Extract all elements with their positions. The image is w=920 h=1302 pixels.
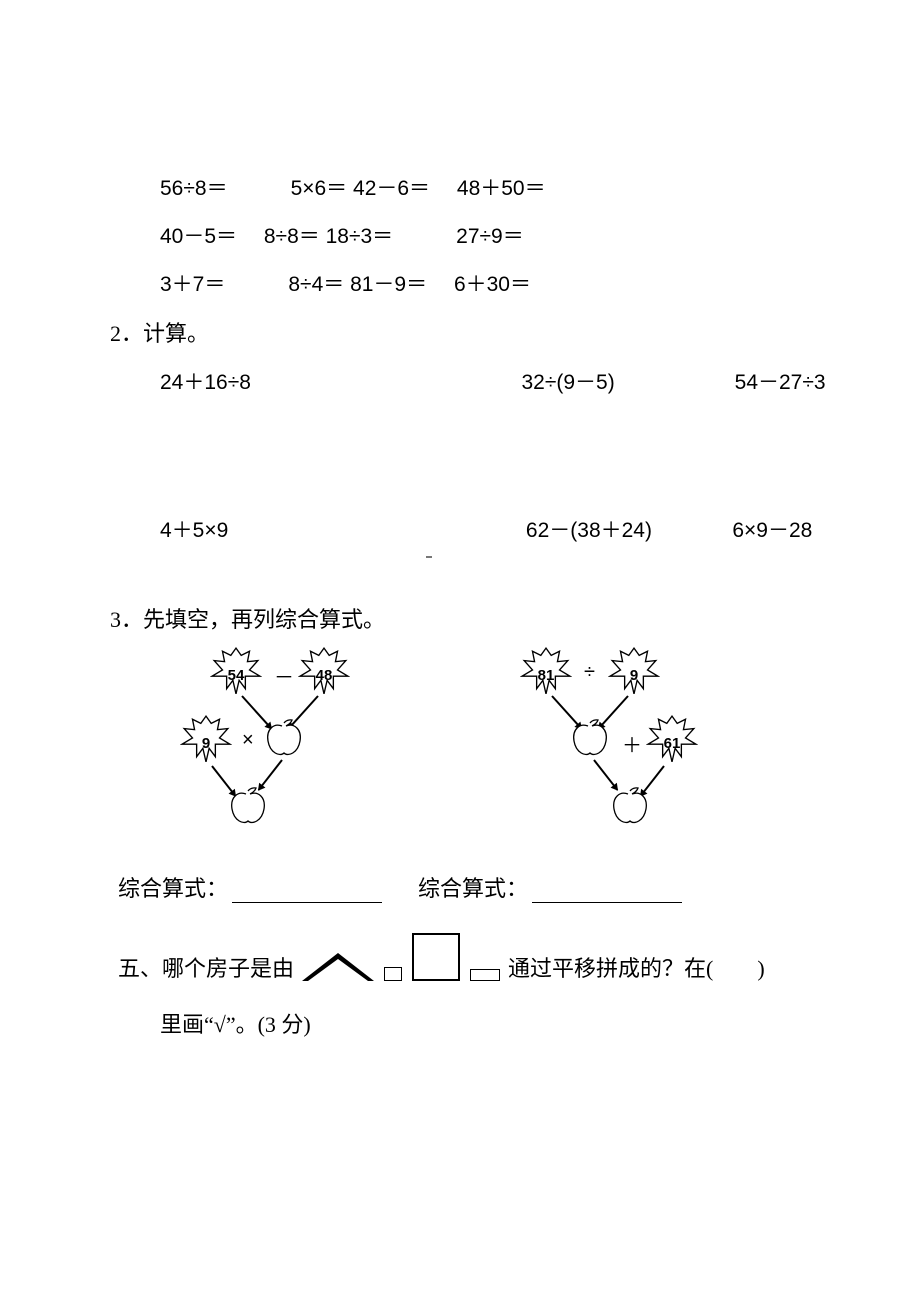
blank-line[interactable] — [232, 884, 382, 903]
op-plus: ＋ — [622, 729, 642, 758]
arithmetic-row-2: 40－5＝ 8÷8＝ 18÷3＝ 27÷9＝ — [0, 213, 920, 261]
section5-line2: 里画“√”。(3 分) — [0, 1007, 920, 1039]
leaf-icon: 9 — [608, 645, 660, 697]
formula-label: 综合算式： — [418, 871, 528, 903]
leaf-icon: 9 — [180, 713, 232, 765]
apple-icon — [570, 717, 610, 757]
expr-2a: 4＋5×9 — [160, 507, 526, 555]
triangle-icon — [302, 953, 374, 981]
expr-2c: 6×9－28 — [732, 507, 920, 555]
leaf-icon: 81 — [520, 645, 572, 697]
formula-label: 综合算式： — [118, 871, 228, 903]
leaf-icon: 61 — [646, 713, 698, 765]
leaf-value: 9 — [180, 713, 232, 769]
diagram-right: 81 ÷ 9 ＋ 61 — [510, 645, 740, 855]
expr-row-1: 24＋16÷8 32÷(9－5) 54－27÷3 — [0, 359, 920, 407]
heading-q2: 2．计算。 — [0, 309, 920, 359]
heading-q3: 3．先填空，再列综合算式。 — [0, 595, 920, 645]
small-square-icon — [384, 967, 402, 981]
leaf-value: 54 — [210, 645, 262, 701]
expr-row-2: 4＋5×9 62－(38＋24) 6×9－28 — [0, 507, 920, 555]
page: 56÷8＝ 5×6＝ 42－6＝ 48＋50＝ 40－5＝ 8÷8＝ 18÷3＝… — [0, 0, 920, 1302]
apple-icon — [264, 717, 304, 757]
apple-icon — [610, 785, 650, 825]
leaf-value: 81 — [520, 645, 572, 701]
expr-1c: 54－27÷3 — [735, 359, 920, 407]
leaf-icon: 54 — [210, 645, 262, 697]
leaf-value: 9 — [608, 645, 660, 701]
section5-pre: 五、哪个房子是由 — [118, 951, 294, 983]
op-times: × — [242, 729, 254, 752]
op-minus: － — [274, 661, 294, 690]
apple-icon — [228, 785, 268, 825]
shapes-group — [302, 933, 500, 983]
diagram-row: 54 － 48 9 × — [0, 645, 920, 865]
leaf-value: 48 — [298, 645, 350, 701]
expr-1a: 24＋16÷8 — [160, 359, 521, 407]
formula-left: 综合算式： — [118, 871, 418, 903]
blank-line[interactable] — [532, 884, 682, 903]
op-div: ÷ — [584, 661, 595, 684]
formula-row: 综合算式： 综合算式： — [0, 871, 920, 903]
flat-rect-icon — [470, 969, 500, 981]
section5-post: 通过平移拼成的？在( ) — [508, 951, 765, 983]
expr-2b: 62－(38＋24) — [526, 507, 732, 555]
section5-line1: 五、哪个房子是由 通过平移拼成的？在( ) — [0, 933, 920, 983]
center-dot — [426, 556, 432, 558]
big-square-icon — [412, 933, 460, 981]
arithmetic-row-1: 56÷8＝ 5×6＝ 42－6＝ 48＋50＝ — [0, 165, 920, 213]
leaf-icon: 48 — [298, 645, 350, 697]
diagram-left: 54 － 48 9 × — [190, 645, 420, 855]
expr-1b: 32÷(9－5) — [521, 359, 734, 407]
leaf-value: 61 — [646, 713, 698, 769]
formula-right: 综合算式： — [418, 871, 718, 903]
arithmetic-row-3: 3＋7＝ 8÷4＝ 81－9＝ 6＋30＝ — [0, 261, 920, 309]
